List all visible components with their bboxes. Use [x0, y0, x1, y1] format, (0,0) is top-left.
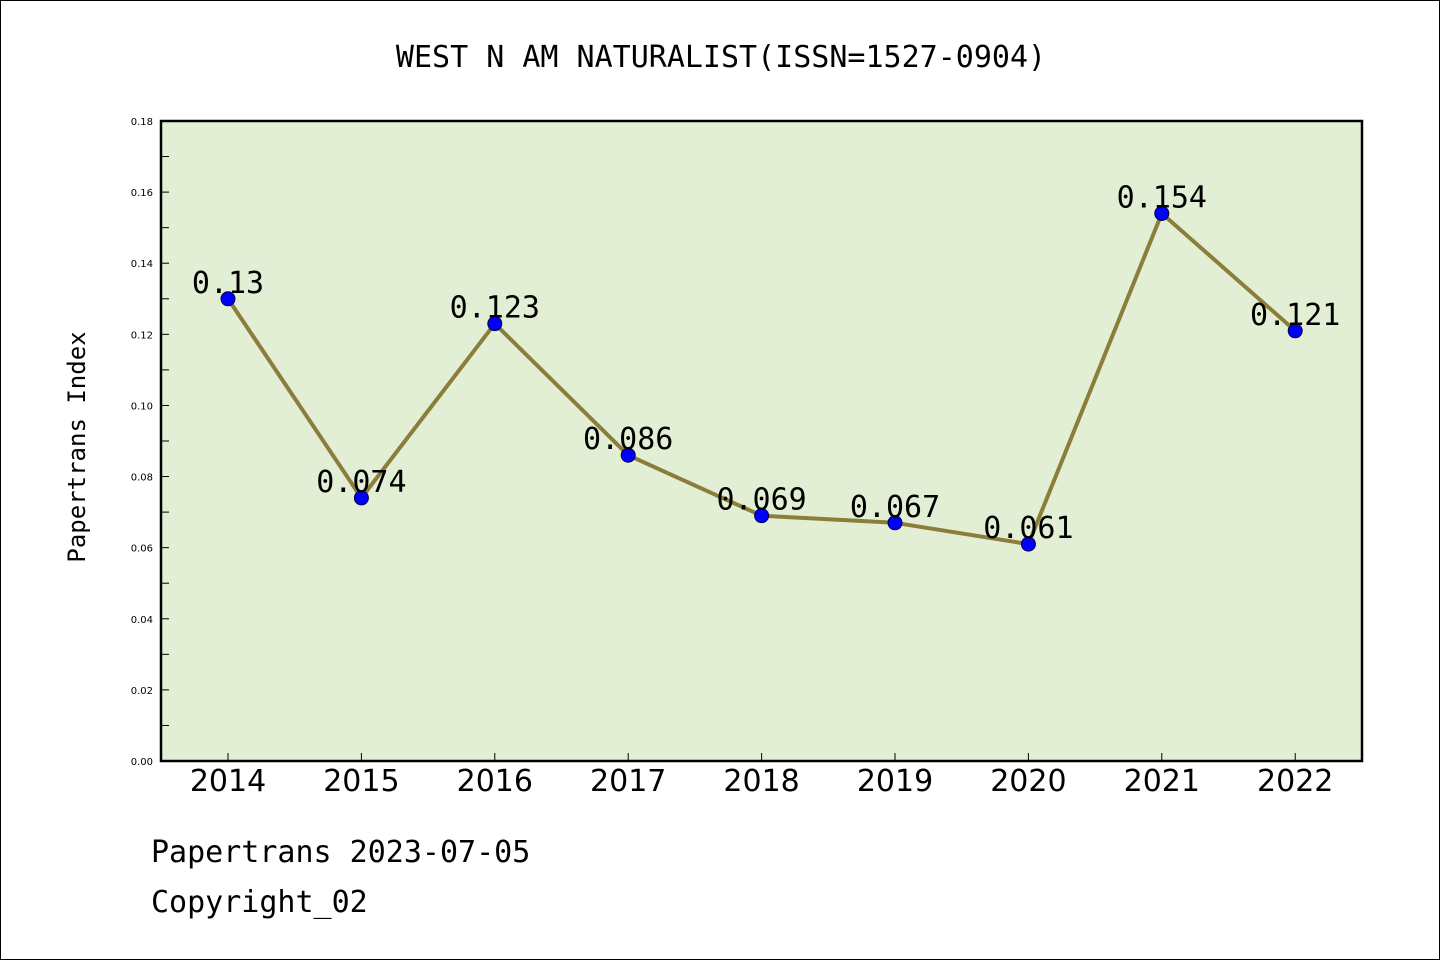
- x-tick-label: 2018: [723, 764, 799, 799]
- plot-border: [159, 119, 1364, 763]
- data-point-2019: [887, 515, 903, 531]
- data-point-2022: [1287, 323, 1303, 339]
- y-tick-label: 0.18: [131, 117, 153, 128]
- data-label-2018: 0.069: [716, 483, 806, 518]
- y-tick-label: 0.04: [131, 615, 153, 626]
- data-labels: 0.13 0.074 0.123 0.086 0.069 0.067 0.061 0.154 0…: [192, 180, 1340, 546]
- x-tick-label: 2016: [457, 764, 533, 799]
- data-point-2017: [620, 447, 636, 463]
- y-tick-label: 0.12: [131, 330, 153, 341]
- footer-copyright-line: Copyright_02: [151, 885, 368, 920]
- plot-area: [161, 121, 1362, 761]
- data-label-2021: 0.154: [1117, 180, 1207, 215]
- y-axis-ticks: 0.00 0.02 0.04 0.06 0.08 0.10 0.12 0.14 0.16 0.18: [131, 117, 169, 768]
- y-tick-label: 0.00: [131, 757, 153, 768]
- y-tick-label: 0.10: [131, 401, 153, 412]
- y-tick-label: 0.16: [131, 188, 153, 199]
- data-point-2021: [1154, 205, 1170, 221]
- data-label-2022: 0.121: [1250, 298, 1340, 333]
- data-label-2014: 0.13: [192, 266, 264, 301]
- data-label-2020: 0.061: [983, 511, 1073, 546]
- data-label-2016: 0.123: [450, 291, 540, 326]
- x-tick-label: 2022: [1257, 764, 1333, 799]
- x-tick-label: 2017: [590, 764, 666, 799]
- x-tick-label: 2014: [190, 764, 266, 799]
- x-tick-label: 2020: [990, 764, 1066, 799]
- y-tick-label: 0.14: [131, 259, 153, 270]
- data-label-2015: 0.074: [316, 465, 406, 500]
- y-tick-label: 0.08: [131, 473, 153, 484]
- data-points: [220, 205, 1303, 552]
- data-point-2016: [487, 316, 503, 332]
- x-axis-ticks: 2014 2015 2016 2017 2018 2019 2020 2021 2022: [190, 753, 1333, 799]
- chart-title: WEST N AM NATURALIST(ISSN=1527-0904): [396, 40, 1046, 75]
- data-label-2017: 0.086: [583, 422, 673, 457]
- footer-date-line: Papertrans 2023-07-05: [151, 835, 531, 870]
- y-tick-label: 0.06: [131, 544, 153, 555]
- data-point-2014: [220, 291, 236, 307]
- data-point-2018: [754, 508, 770, 524]
- y-axis-label: Papertrans Index: [63, 331, 91, 562]
- data-point-2015: [353, 490, 369, 506]
- x-tick-label: 2021: [1124, 764, 1200, 799]
- data-label-2019: 0.067: [850, 490, 940, 525]
- x-tick-label: 2015: [323, 764, 399, 799]
- x-tick-label: 2019: [857, 764, 933, 799]
- y-tick-label: 0.02: [131, 686, 153, 697]
- data-point-2020: [1020, 536, 1036, 552]
